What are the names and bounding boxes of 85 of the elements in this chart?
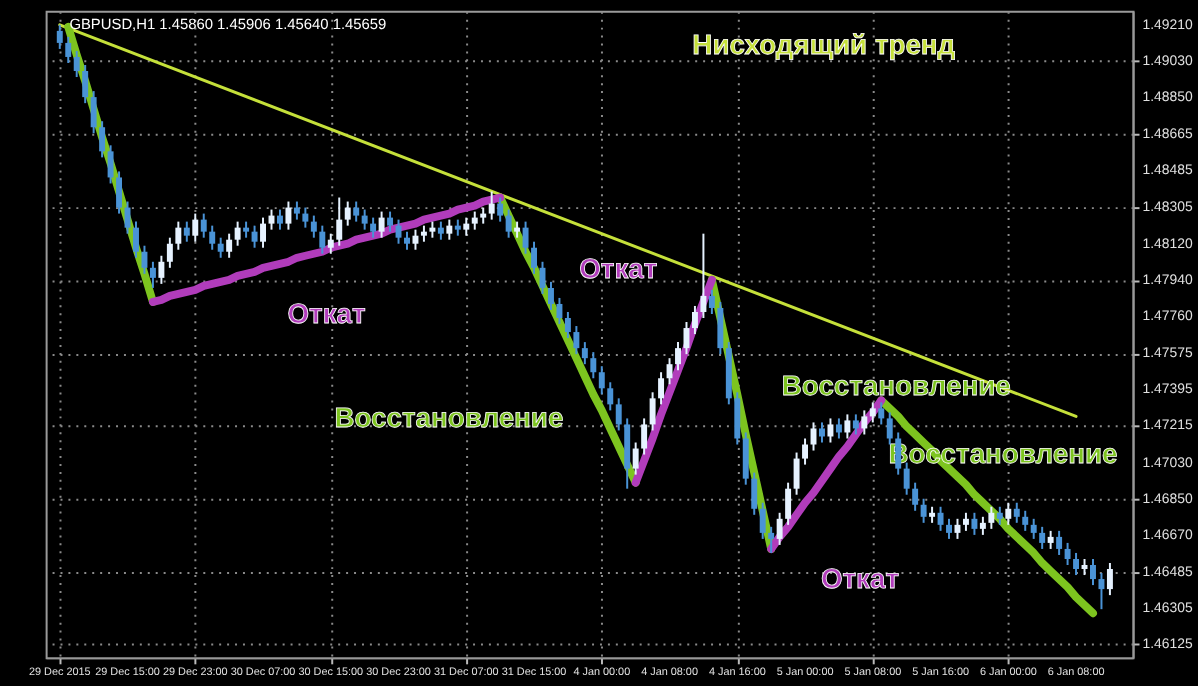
candlestick (1106, 562, 1113, 597)
candlestick (183, 220, 190, 243)
candlestick (116, 170, 123, 215)
candlestick (361, 208, 368, 231)
candlestick (1064, 541, 1071, 566)
candlestick (852, 413, 859, 436)
text: Нисходящий тренд (692, 28, 956, 61)
candlestick (310, 214, 317, 239)
candlestick (1030, 517, 1037, 540)
candlestick (946, 517, 952, 540)
candlestick (920, 497, 927, 524)
candlestick (200, 212, 207, 239)
candlestick (293, 200, 300, 221)
candlestick (912, 481, 919, 512)
candlestick (133, 220, 139, 259)
candlestick (209, 224, 216, 251)
candlestick (1056, 529, 1063, 556)
text: Восстановление (334, 401, 564, 434)
candlestick (175, 220, 182, 251)
candlestick (387, 210, 394, 233)
text: Откат (579, 252, 658, 285)
candlestick (336, 196, 343, 247)
candlestick (327, 232, 334, 255)
candlestick (370, 216, 377, 239)
candlestick (56, 23, 63, 50)
candlestick (1090, 557, 1096, 587)
candlestick (861, 409, 868, 436)
candlestick (979, 515, 986, 536)
text: Откат (820, 561, 899, 594)
candlestick (65, 35, 72, 64)
candlestick (937, 505, 944, 532)
candlestick (1022, 509, 1029, 532)
candlestick (73, 49, 80, 79)
candlestick (844, 413, 851, 440)
candlestick (319, 224, 326, 255)
candlestick (903, 461, 910, 496)
candlestick (776, 511, 783, 546)
candlestick (107, 144, 114, 185)
candlestick (463, 216, 470, 237)
candlestick (437, 220, 444, 241)
candlestick (344, 200, 351, 227)
candlestick (819, 421, 825, 444)
candlestick (353, 200, 360, 223)
candlestick (1013, 501, 1020, 524)
candlestick (886, 411, 893, 446)
candlestick (404, 230, 410, 251)
candlestick (488, 190, 495, 221)
candlestick (226, 232, 233, 259)
candlestick (988, 505, 995, 530)
candlestick (785, 481, 792, 526)
candlestick (412, 228, 419, 251)
candlestick (1098, 572, 1105, 611)
candlestick (1047, 529, 1054, 550)
candlestick (90, 90, 97, 135)
candlestick (1005, 501, 1012, 526)
candlestick (217, 236, 224, 259)
candlestick (962, 511, 969, 532)
candlestick (251, 224, 258, 249)
series-label: Откат (287, 297, 366, 330)
candlestick (446, 218, 453, 241)
candlestick (82, 63, 89, 105)
candlestick (802, 437, 809, 466)
candlestick (276, 208, 283, 231)
candlestick (260, 216, 266, 249)
candlestick (835, 417, 842, 440)
candlestick (1039, 525, 1046, 550)
candlestick (234, 220, 241, 247)
candlestick (166, 236, 173, 269)
candlestick (971, 511, 978, 536)
candlestick (158, 254, 165, 285)
candlestick (793, 451, 800, 496)
candlestick (395, 218, 402, 245)
candlestick (149, 260, 156, 289)
candlestick (99, 120, 106, 159)
candlestick (378, 210, 385, 239)
candlestick (996, 505, 1003, 526)
candlestick (1073, 551, 1080, 577)
candlestick (471, 210, 478, 231)
candlestick (827, 417, 834, 444)
candlestick (869, 401, 876, 424)
candlestick (285, 200, 292, 231)
candlestick (141, 244, 148, 275)
candlestick (878, 401, 885, 426)
candlestick (192, 212, 199, 243)
candlestick (302, 206, 309, 229)
